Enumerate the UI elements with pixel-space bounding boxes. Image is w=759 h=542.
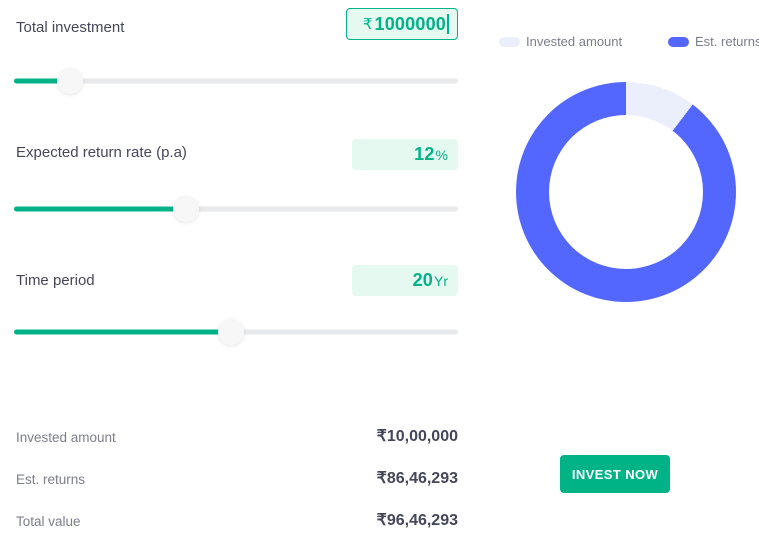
invested-amount-label: Invested amount: [16, 430, 116, 445]
invested-amount-value: ₹10,00,000: [376, 428, 458, 445]
total-investment-label: Total investment: [16, 19, 125, 36]
slider-track[interactable]: [14, 206, 458, 212]
slider-fill: [14, 206, 186, 212]
legend-item-returns: Est. returns: [668, 34, 759, 49]
invest-now-button[interactable]: INVEST NOW: [560, 455, 670, 493]
slider-fill: [14, 329, 232, 335]
legend-item-invested: Invested amount: [499, 34, 622, 49]
total-investment-value: 1000000: [374, 13, 446, 34]
return-rate-slider[interactable]: [14, 196, 458, 222]
investment-donut-chart: [516, 82, 736, 302]
total-investment-slider[interactable]: [14, 68, 458, 94]
return-rate-value: 12: [414, 144, 435, 164]
slider-thumb[interactable]: [56, 68, 83, 94]
legend-label-invested: Invested amount: [526, 34, 623, 49]
donut-hole: [549, 115, 703, 269]
invested-amount-swatch: [499, 36, 520, 47]
slider-thumb[interactable]: [218, 319, 245, 345]
return-rate-label: Expected return rate (p.a): [16, 144, 187, 161]
est-returns-swatch: [668, 36, 689, 47]
return-rate-input[interactable]: 12 %: [352, 139, 458, 170]
rupee-symbol: ₹: [363, 16, 373, 33]
total-value-label: Total value: [16, 514, 81, 529]
est-returns-value: ₹86,46,293: [376, 470, 458, 487]
slider-fill: [14, 78, 70, 84]
time-period-unit: Yr: [434, 272, 448, 289]
slider-thumb[interactable]: [172, 196, 199, 222]
time-period-value: 20: [412, 270, 433, 290]
total-investment-input[interactable]: ₹ 1000000: [346, 8, 458, 40]
est-returns-label: Est. returns: [16, 472, 86, 487]
text-caret: [447, 14, 449, 34]
legend-label-returns: Est. returns: [695, 34, 759, 49]
total-value-value: ₹96,46,293: [376, 512, 458, 529]
time-period-label: Time period: [16, 272, 95, 289]
time-period-input[interactable]: 20 Yr: [352, 265, 458, 296]
slider-track[interactable]: [14, 78, 458, 84]
return-rate-unit: %: [435, 146, 448, 163]
time-period-slider[interactable]: [14, 319, 458, 345]
